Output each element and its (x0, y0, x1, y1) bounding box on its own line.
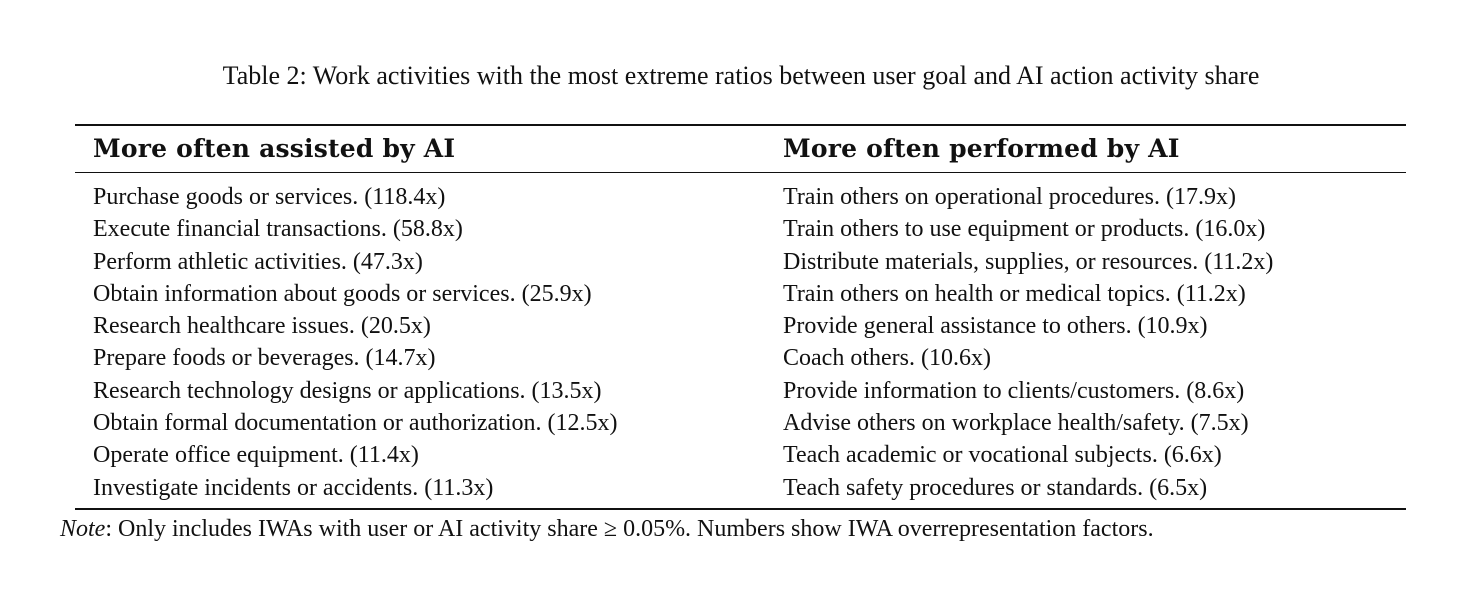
table-row: Research healthcare issues. (20.5x) Provi… (75, 310, 1406, 342)
table-row: Execute financial transactions. (58.8x) T… (75, 213, 1406, 245)
header-performed: More often performed by AI (783, 134, 1180, 163)
table-row: Prepare foods or beverages. (14.7x) Coach… (75, 342, 1406, 374)
table-row: Investigate incidents or accidents. (11.… (75, 472, 1406, 508)
cell-assisted: Execute financial transactions. (58.8x) (93, 216, 463, 243)
activities-table-grid: More often assisted by AI More often per… (75, 126, 1406, 508)
cell-performed: Distribute materials, supplies, or resou… (783, 248, 1274, 275)
cell-assisted: Research technology designs or applicati… (93, 377, 602, 404)
cell-performed: Provide information to clients/customers… (783, 377, 1245, 404)
top-rule (75, 124, 1406, 126)
table-row: Perform athletic activities. (47.3x) Dist… (75, 246, 1406, 278)
cell-performed: Train others to use equipment or product… (783, 216, 1266, 243)
cell-assisted: Perform athletic activities. (47.3x) (93, 248, 423, 275)
cell-assisted: Obtain formal documentation or authoriza… (93, 410, 618, 437)
header-row: More often assisted by AI More often per… (75, 126, 1406, 172)
cell-performed: Train others on operational procedures. … (783, 184, 1236, 210)
note-text: : Only includes IWAs with user or AI act… (105, 516, 1154, 542)
header-rule-row (75, 172, 1406, 173)
cell-performed: Teach safety procedures or standards. (6… (783, 474, 1208, 501)
cell-assisted: Investigate incidents or accidents. (11.… (93, 474, 494, 501)
cell-performed: Provide general assistance to others. (1… (783, 313, 1208, 340)
cell-assisted: Obtain information about goods or servic… (93, 280, 592, 307)
note-label: Note (60, 516, 106, 542)
cell-assisted: Operate office equipment. (11.4x) (93, 442, 419, 469)
table-row: Obtain formal documentation or authoriza… (75, 407, 1406, 439)
cell-assisted: Purchase goods or services. (118.4x) (93, 184, 446, 210)
header-assisted: More often assisted by AI (93, 134, 456, 163)
cell-assisted: Prepare foods or beverages. (14.7x) (93, 345, 436, 372)
cell-performed: Teach academic or vocational subjects. (… (783, 442, 1222, 469)
header-rule (75, 172, 1406, 173)
table-row: Obtain information about goods or servic… (75, 278, 1406, 310)
table-row: Research technology designs or applicati… (75, 375, 1406, 407)
table-row: Operate office equipment. (11.4x) Teach a… (75, 439, 1406, 471)
cell-performed: Train others on health or medical topics… (783, 280, 1246, 307)
table-caption: Table 2: Work activities with the most e… (222, 61, 1260, 90)
cell-performed: Coach others. (10.6x) (783, 345, 991, 372)
cell-performed: Advise others on workplace health/safety… (783, 410, 1249, 437)
table-note: Note: Only includes IWAs with user or AI… (60, 514, 1154, 544)
cell-assisted: Research healthcare issues. (20.5x) (93, 313, 431, 340)
activities-table: More often assisted by AI More often per… (75, 124, 1406, 510)
table-body: Purchase goods or services. (118.4x) Trai… (75, 173, 1406, 508)
table-row: Purchase goods or services. (118.4x) Trai… (75, 173, 1406, 213)
bottom-rule (75, 507, 1406, 510)
